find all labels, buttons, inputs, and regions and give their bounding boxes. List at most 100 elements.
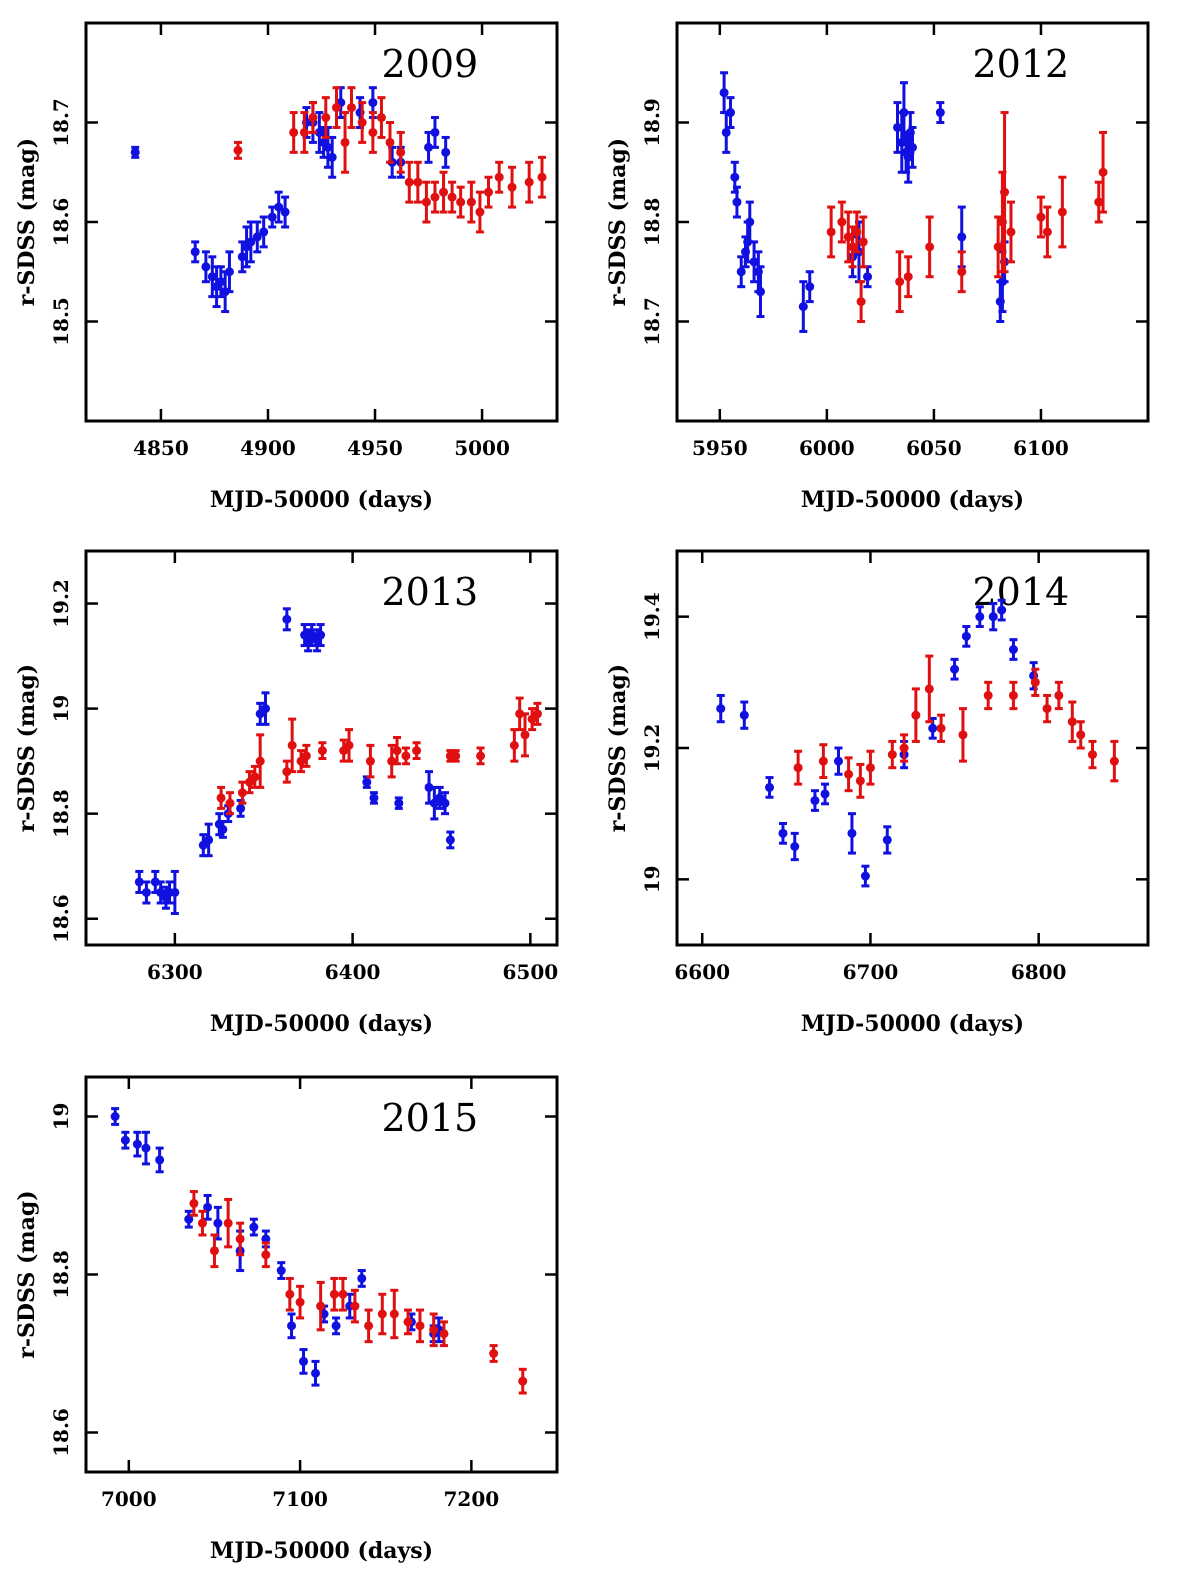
point-marker (235, 1234, 245, 1244)
data-point (456, 185, 466, 219)
point-marker (524, 177, 534, 187)
data-point (1098, 130, 1108, 214)
point-marker (317, 746, 327, 756)
x-axis-title: MJD-50000 (days) (210, 1011, 433, 1037)
point-marker (289, 127, 299, 137)
data-point (331, 86, 341, 129)
data-point (805, 270, 815, 304)
x-tick-label: 5000 (454, 436, 510, 460)
point-marker (466, 197, 476, 207)
data-point (165, 880, 175, 905)
point-marker (903, 272, 913, 282)
point-marker (213, 1218, 223, 1228)
series-blue (719, 71, 1010, 333)
data-point (451, 749, 461, 763)
point-marker (719, 88, 729, 98)
point-marker (957, 267, 967, 277)
data-point (749, 240, 759, 284)
data-point (988, 602, 998, 632)
point-marker (249, 1222, 259, 1232)
data-point (1094, 180, 1104, 224)
data-point (833, 746, 843, 776)
point-marker (424, 782, 434, 792)
point-marker (184, 1214, 194, 1224)
y-tick-label: 18.5 (49, 297, 73, 346)
point-marker (223, 1218, 233, 1228)
data-point (155, 1146, 165, 1174)
point-marker (899, 108, 909, 118)
data-point (368, 111, 378, 154)
point-marker (155, 1155, 165, 1165)
data-point (285, 1276, 295, 1312)
data-point (524, 160, 534, 204)
data-point (997, 598, 1007, 622)
data-point (387, 743, 397, 779)
point-marker (439, 1329, 449, 1339)
data-point (141, 880, 151, 905)
data-point (899, 733, 909, 763)
x-tick-label: 6800 (1011, 960, 1067, 984)
series-red (189, 1190, 528, 1395)
point-marker (209, 1246, 219, 1256)
point-marker (798, 302, 808, 312)
data-point (1042, 693, 1052, 724)
point-marker (848, 242, 858, 252)
point-marker (476, 751, 486, 761)
point-marker (203, 1202, 213, 1212)
data-point (430, 116, 440, 149)
data-point (745, 200, 755, 244)
point-marker (852, 227, 862, 237)
data-point (882, 825, 892, 855)
x-tick-label: 4900 (240, 436, 296, 460)
point-marker (413, 177, 423, 187)
series-blue (716, 598, 1039, 888)
point-marker (396, 147, 406, 157)
point-marker (421, 197, 431, 207)
data-point (224, 250, 234, 294)
point-marker (957, 232, 967, 242)
data-point (404, 160, 414, 204)
panel-title: 2015 (381, 1096, 478, 1140)
data-point (719, 71, 729, 115)
series-blue (110, 1107, 444, 1387)
point-marker (1042, 704, 1052, 714)
data-point (847, 812, 857, 855)
data-point (483, 175, 493, 209)
point-marker (274, 202, 284, 212)
data-point (798, 280, 808, 333)
point-marker (197, 1218, 207, 1228)
point-marker (925, 242, 935, 252)
point-marker (793, 763, 803, 773)
point-marker (323, 142, 333, 152)
data-point (280, 195, 290, 229)
data-point (424, 130, 434, 164)
y-axis-title: r-SDSS (mag) (14, 1190, 40, 1358)
point-marker (246, 237, 256, 247)
data-point (755, 265, 765, 319)
data-point (346, 86, 356, 129)
point-marker (255, 756, 265, 766)
data-point (321, 96, 331, 139)
point-marker (863, 272, 873, 282)
data-point (357, 1269, 367, 1288)
y-tick-label: 18.6 (49, 894, 73, 943)
data-point (958, 707, 968, 763)
point-marker (730, 172, 740, 182)
data-point (189, 1190, 199, 1217)
data-point (421, 180, 431, 224)
data-point (440, 791, 450, 816)
point-marker (440, 798, 450, 808)
point-marker (1067, 717, 1077, 727)
point-marker (357, 118, 367, 127)
data-point (1057, 175, 1067, 249)
data-point (1042, 205, 1052, 259)
point-marker (299, 1356, 309, 1366)
point-marker (252, 232, 262, 242)
data-point (489, 1344, 499, 1363)
data-point (412, 741, 422, 761)
point-marker (935, 108, 945, 118)
point-marker (321, 113, 331, 123)
data-point (401, 746, 411, 766)
data-point (207, 255, 217, 299)
point-marker (120, 1135, 130, 1145)
